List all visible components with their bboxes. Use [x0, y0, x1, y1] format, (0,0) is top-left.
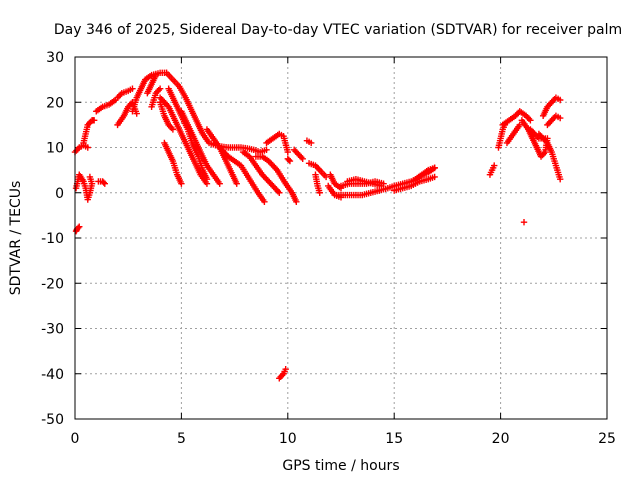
series-arc-05 — [80, 117, 98, 147]
y-tick-label: 30 — [46, 50, 64, 66]
data-point — [133, 110, 140, 117]
x-tick-label: 0 — [71, 431, 80, 447]
y-axis-label: SDTVAR / TECUs — [8, 181, 24, 296]
series-arc-35 — [391, 173, 438, 194]
data-point — [263, 146, 270, 153]
data-point — [282, 366, 289, 373]
series-arc-24 — [284, 155, 294, 165]
series-arc-06 — [93, 96, 119, 115]
data-point — [516, 121, 523, 129]
data-point — [169, 126, 177, 133]
data-point — [556, 96, 564, 104]
y-tick-label: 10 — [46, 141, 64, 157]
series-arc-45 — [535, 130, 564, 183]
series-arc-37 — [486, 162, 498, 178]
data-point — [101, 180, 108, 187]
data-point — [84, 144, 91, 151]
series-arc-15 — [156, 94, 211, 187]
series-arc-13 — [156, 99, 177, 133]
data-point — [491, 162, 498, 169]
series-arc-08 — [114, 99, 140, 129]
series-arc-07 — [114, 85, 136, 101]
series-arc-28 — [312, 171, 323, 196]
data-point — [276, 189, 283, 196]
series-arc-10 — [144, 71, 160, 97]
data-point — [316, 189, 323, 196]
y-tick-label: 0 — [55, 186, 64, 202]
series-arc-22 — [252, 153, 300, 205]
y-tick-label: -20 — [41, 276, 64, 292]
data-point — [216, 180, 223, 187]
chart-title: Day 346 of 2025, Sidereal Day-to-day VTE… — [54, 22, 622, 38]
series-arc-03 — [72, 171, 96, 203]
series-arc-16 — [161, 139, 185, 187]
y-tick-labels: -50 -40 -30 -20 -10 0 10 20 30 — [41, 50, 64, 428]
data-point — [86, 173, 94, 181]
data-point — [233, 180, 240, 187]
series-arc-21 — [263, 130, 291, 156]
series-arc-31 — [333, 187, 383, 199]
x-tick-labels: 0 5 10 15 20 25 — [71, 431, 616, 447]
series-arc-17 — [178, 108, 223, 187]
y-tick-label: -50 — [41, 412, 64, 428]
series-arc-33 — [344, 175, 385, 190]
series-arc-11 — [148, 85, 164, 110]
series-arc-46 — [520, 218, 528, 226]
data-point — [203, 180, 211, 187]
y-tick-label: -10 — [41, 231, 64, 247]
x-tick-label: 10 — [279, 431, 297, 447]
data-point — [284, 148, 291, 156]
data-point — [100, 179, 107, 186]
data-point — [431, 173, 438, 181]
data-point — [156, 85, 164, 92]
data-point — [74, 224, 82, 232]
data-point — [308, 139, 315, 147]
data-point — [178, 180, 185, 187]
x-axis-label: GPS time / hours — [282, 458, 399, 474]
y-tick-label: -40 — [41, 367, 64, 383]
data-point — [556, 175, 564, 183]
y-tick-label: 20 — [46, 95, 64, 111]
series-arc-04 — [95, 178, 108, 187]
series-arc-01 — [72, 223, 83, 235]
data-point — [90, 117, 98, 124]
data-point — [285, 156, 293, 164]
data-points — [71, 69, 564, 382]
series-arc-20 — [239, 148, 283, 196]
x-tick-label: 20 — [492, 431, 510, 447]
x-tick-label: 15 — [385, 431, 403, 447]
x-tick-label: 25 — [598, 431, 616, 447]
data-point — [299, 155, 306, 163]
series-arc-27 — [305, 160, 330, 181]
series-arc-40 — [503, 121, 523, 147]
data-point — [76, 223, 83, 230]
data-point — [293, 198, 300, 205]
series-arc-19 — [216, 144, 268, 205]
data-point — [431, 164, 438, 172]
series-arc-43 — [539, 94, 564, 120]
series-arc-39 — [499, 108, 534, 129]
data-point — [152, 71, 160, 79]
plot-frame — [74, 56, 608, 420]
data-point — [261, 198, 268, 205]
series-arc-23 — [276, 366, 289, 382]
data-point — [129, 85, 136, 92]
data-point — [520, 218, 528, 226]
x-tick-label: 5 — [177, 431, 186, 447]
data-point — [286, 157, 294, 165]
series-arc-25 — [290, 146, 306, 163]
y-tick-label: -30 — [41, 322, 64, 338]
grid — [75, 57, 607, 419]
series-arc-38 — [495, 121, 509, 151]
data-point — [527, 117, 534, 124]
data-point — [556, 114, 564, 122]
series-arc-36 — [412, 164, 438, 183]
series-arc-44 — [544, 112, 564, 129]
series-arc-26 — [303, 137, 315, 147]
